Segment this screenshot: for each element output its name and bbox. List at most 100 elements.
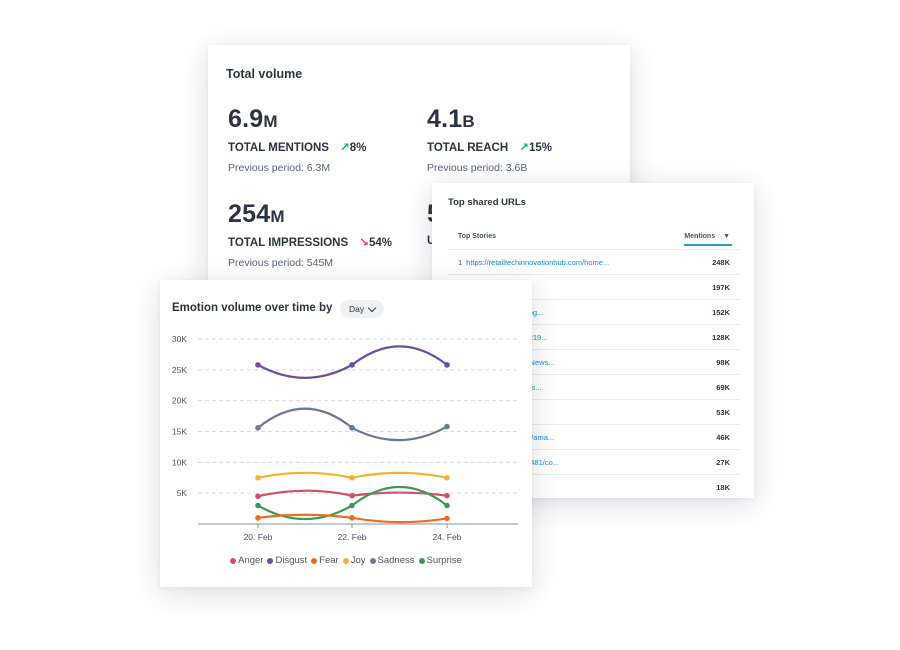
mentions-value: 18K [716,483,730,492]
data-point-anger [349,492,355,499]
y-tick-label: 30K [172,334,187,344]
data-point-joy [444,474,450,481]
metric-label: TOTAL REACH [427,142,509,154]
metric-label: TOTAL MENTIONS [228,142,329,154]
metric-total-mentions: 6.9M TOTAL MENTIONS ↗8% Previous period:… [228,105,366,174]
legend-color-dot [267,557,274,564]
metric-change-value: 15% [528,142,553,154]
sort-descending-icon: ▼ [723,233,730,240]
legend-label: Sadness [377,555,415,566]
top-shared-urls-title: Top shared URLs [448,197,526,208]
chart-legend: Anger Disgust Fear Joy Sadness Surprise [160,555,532,567]
metric-previous-period: Previous period: 3.6B [427,162,528,174]
mentions-value: 152K [712,308,730,317]
metric-value: 254M [228,200,392,229]
legend-label: Joy [350,555,366,566]
emotion-volume-card: Emotion volume over time by Day 30K 25K 20… [160,280,532,587]
emotion-line-chart: 30K 25K 20K 15K 10K 5K 20. Feb 22. Feb 24. Feb [172,334,518,542]
data-point-anger [255,493,261,500]
metric-label-row: TOTAL REACH ↗15% [427,140,552,154]
legend-item[interactable]: Disgust [267,555,307,566]
data-point-sadness [444,423,450,430]
urls-table-header: Top Stories Mentions ▼ [448,233,740,247]
data-point-joy [255,474,261,481]
legend-label: Surprise [426,555,462,566]
legend-color-dot [311,557,318,564]
data-point-disgust [444,362,450,368]
metric-label-row: TOTAL IMPRESSIONS ↘54% [228,235,392,249]
metric-unit: M [263,112,278,131]
metric-change: ↗8% [340,142,366,154]
metric-number: 254 [228,200,271,228]
data-point-surprise [444,502,450,509]
column-header-mentions[interactable]: Mentions ▼ [684,233,730,240]
legend-color-dot [369,557,376,564]
data-point-fear [349,515,355,521]
x-tick-label: 22. Feb [338,532,367,542]
metric-previous-period: Previous period: 545M [228,257,334,269]
mentions-value: 69K [716,383,730,392]
x-tick-label: 24. Feb [433,532,462,542]
data-point-anger [444,492,450,499]
legend-item[interactable]: Anger [230,555,263,566]
legend-label: Fear [319,555,339,566]
legend-item[interactable]: Surprise [418,555,462,566]
mentions-value: 46K [716,433,730,442]
y-tick-label: 25K [172,365,187,375]
data-point-fear [255,515,261,521]
metric-change-value: 8% [349,142,367,154]
row-index: 1 [458,258,463,267]
metric-unit: M [270,207,285,226]
arrow-down-right-icon: ↘ [359,237,369,249]
series-line-disgust [257,345,448,379]
data-point-surprise [349,502,355,509]
granularity-dropdown[interactable]: Day [340,300,385,318]
metric-change-value: 54% [368,237,393,249]
data-point-disgust [255,362,261,368]
metric-number: 6.9 [228,105,264,133]
y-tick-label: 15K [172,427,187,437]
mentions-value: 197K [712,283,730,292]
legend-item[interactable]: Sadness [369,555,415,566]
metric-value: 4.1B [427,105,552,134]
legend-color-dot [418,557,425,564]
arrow-up-right-icon: ↗ [519,142,529,154]
y-tick-label: 20K [172,396,187,406]
arrow-up-right-icon: ↗ [340,142,350,154]
legend-item[interactable]: Fear [311,555,339,566]
metric-label: TOTAL IMPRESSIONS [228,237,349,249]
series-line-sadness [257,407,448,442]
total-volume-card: Total volume 6.9M TOTAL MENTIONS ↗8% Pre… [208,45,630,295]
table-row: 1 https://retailtechinnovationhub.com/hom… [448,249,740,274]
metric-total-impressions: 254M TOTAL IMPRESSIONS ↘54% Previous per… [228,200,392,269]
data-point-surprise [255,502,261,509]
x-tick-label: 20. Feb [244,532,273,542]
legend-item[interactable]: Joy [342,555,366,566]
mentions-value: 98K [716,358,730,367]
column-header-top-stories: Top Stories [458,233,496,240]
metric-label-row: TOTAL MENTIONS ↗8% [228,140,366,154]
data-point-disgust [349,362,355,368]
mentions-value: 128K [712,333,730,342]
url-link[interactable]: 1 https://retailtechinnovationhub.com/hom… [458,258,609,267]
y-tick-label: 5K [177,488,188,498]
metric-total-reach: 4.1B TOTAL REACH ↗15% Previous period: 3… [427,105,552,174]
mentions-value: 53K [716,408,730,417]
mentions-value: 248K [712,258,730,267]
metric-value: 6.9M [228,105,366,134]
granularity-value: Day [349,304,365,314]
data-point-joy [349,474,355,481]
total-volume-title: Total volume [226,67,303,81]
mentions-value: 27K [716,458,730,467]
sort-indicator-underline [684,244,732,246]
metric-change: ↘54% [359,237,392,249]
legend-color-dot [342,557,349,564]
metric-unit: B [462,112,475,131]
legend-label: Disgust [275,555,308,566]
legend-color-dot [230,557,237,564]
metric-previous-period: Previous period: 6.3M [228,162,331,174]
data-point-fear [444,515,450,522]
metric-number: 4.1 [427,105,463,133]
data-point-sadness [349,425,355,431]
metric-change: ↗15% [519,142,552,154]
